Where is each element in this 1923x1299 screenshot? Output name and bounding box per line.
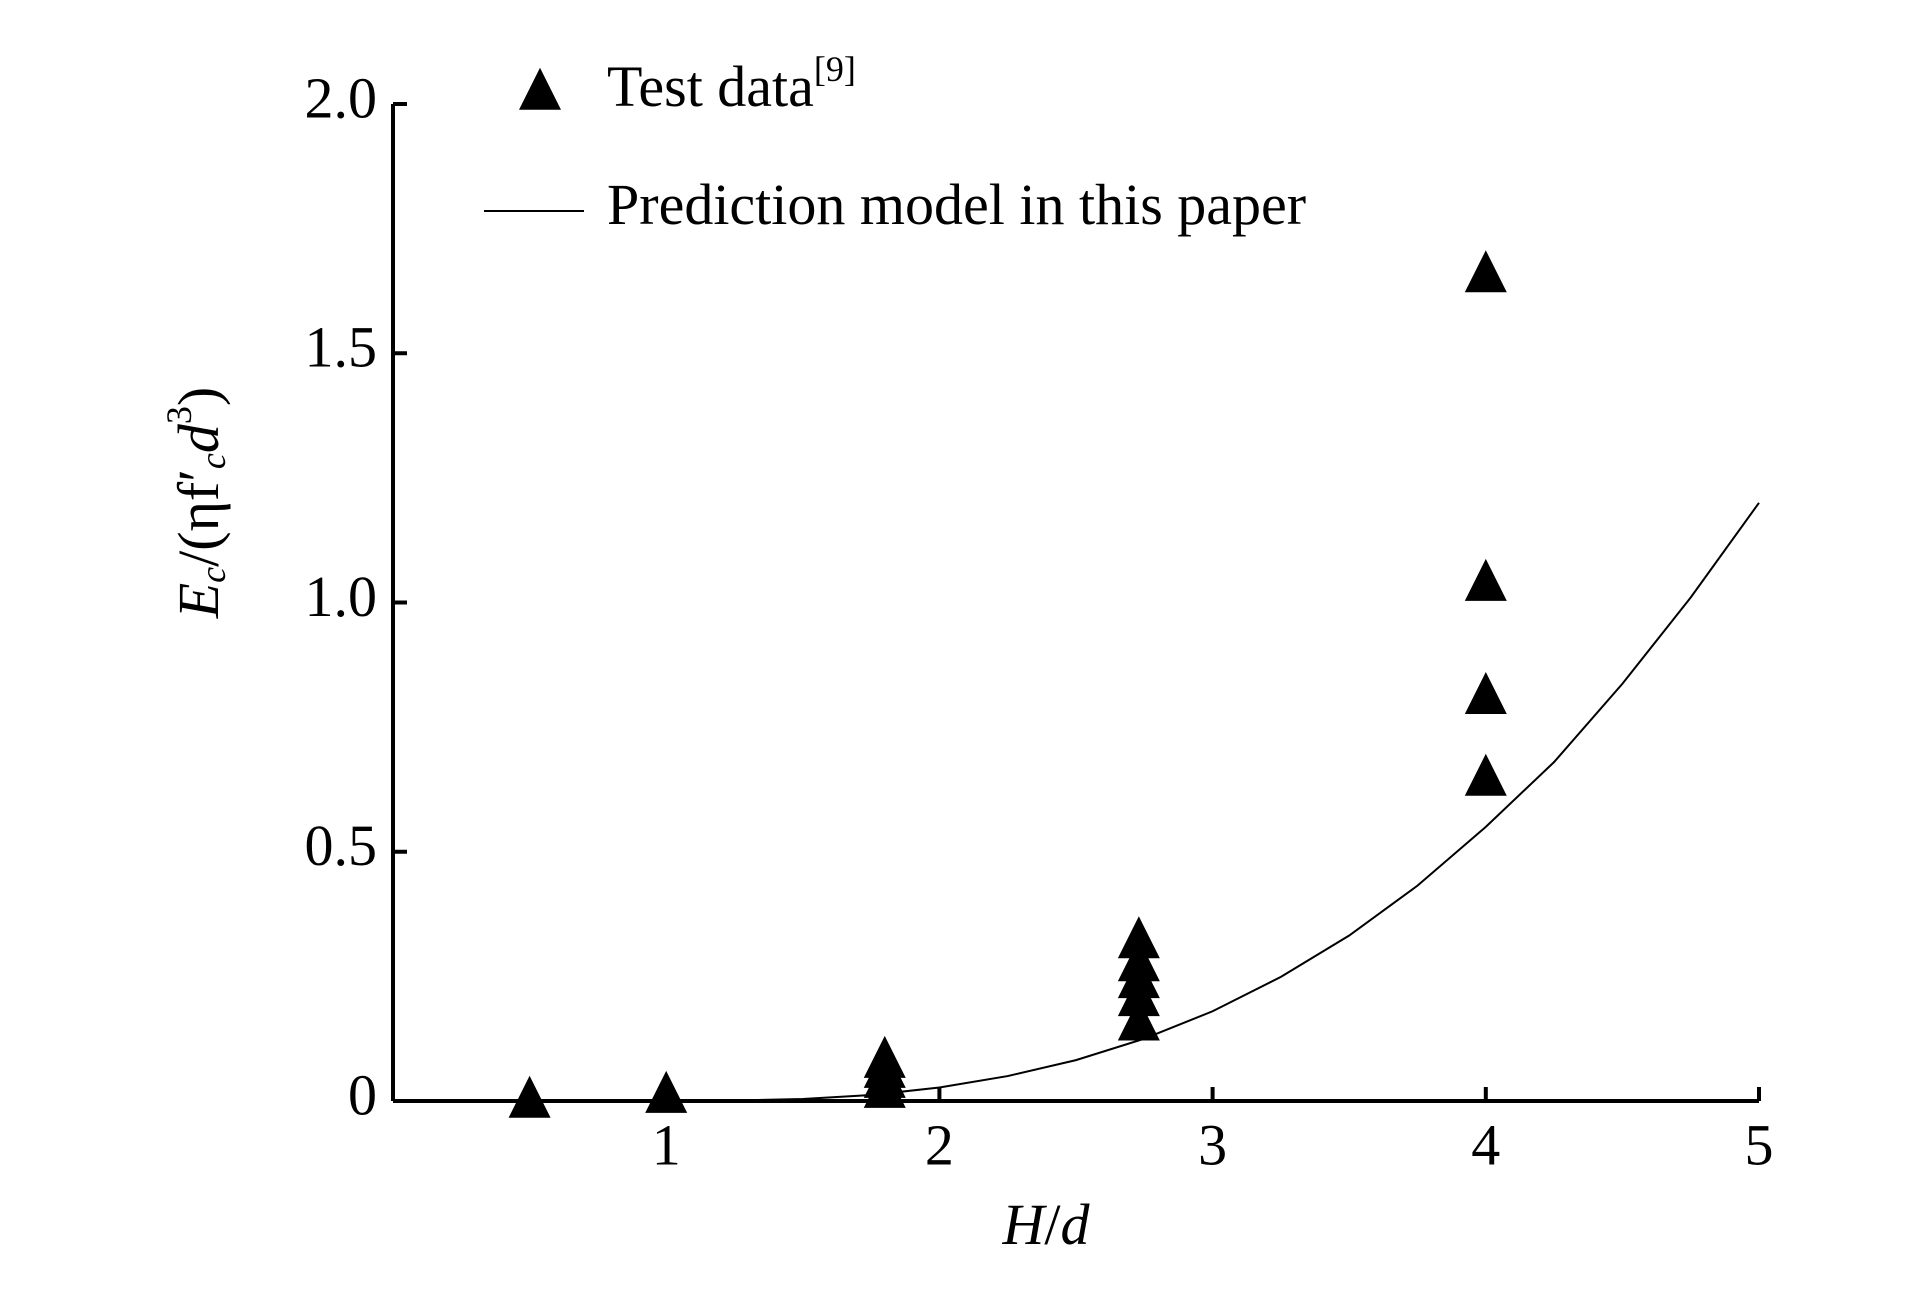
data-point <box>1464 558 1507 601</box>
y-tick-label: 0.5 <box>305 813 378 878</box>
y-tick-label: 1.0 <box>305 564 378 629</box>
legend-name: Test data <box>607 54 814 119</box>
x-tick-label: 2 <box>925 1112 954 1177</box>
x-axis-label-part: H <box>1001 1192 1047 1257</box>
data-point <box>1464 250 1507 293</box>
data-point <box>1117 916 1160 959</box>
y-axis-label-part: 3 <box>159 406 199 424</box>
y-axis-label: Ec/(ηf′cd3) <box>159 387 233 620</box>
y-tick-label: 2.0 <box>305 65 378 130</box>
x-axis-label-part: / <box>1044 1192 1061 1257</box>
data-point <box>1117 939 1160 982</box>
legend-name: Prediction model in this paper <box>607 172 1306 237</box>
data-point <box>1464 753 1507 796</box>
y-axis-label-part: c <box>193 567 233 583</box>
legend-label: Prediction model in this paper <box>607 172 1306 237</box>
x-tick-label: 4 <box>1471 1112 1500 1177</box>
data-point <box>1464 672 1507 715</box>
data-point <box>508 1075 551 1118</box>
data-point <box>863 1035 906 1078</box>
y-tick-label: 0 <box>348 1062 377 1127</box>
x-tick-label: 1 <box>652 1112 681 1177</box>
x-axis-label-part: d <box>1061 1192 1091 1257</box>
data-point <box>645 1070 688 1113</box>
prediction-line <box>666 502 1760 1102</box>
data-point <box>1117 998 1160 1041</box>
x-tick-label: 5 <box>1745 1112 1774 1177</box>
legend-reference: [9] <box>814 49 856 89</box>
legend-label: Test data[9] <box>607 49 856 119</box>
y-axis-label-part: d <box>166 423 231 453</box>
x-tick-label: 3 <box>1198 1112 1227 1177</box>
legend-marker <box>519 67 561 110</box>
y-axis-label-part: ) <box>166 387 231 406</box>
y-axis-label-part: E <box>166 583 231 619</box>
x-axis-label: H/d <box>1001 1192 1090 1257</box>
y-axis-label-part: /(ηf′ <box>166 469 231 567</box>
y-axis-label-part: c <box>193 453 233 469</box>
y-tick-label: 1.5 <box>305 315 378 380</box>
